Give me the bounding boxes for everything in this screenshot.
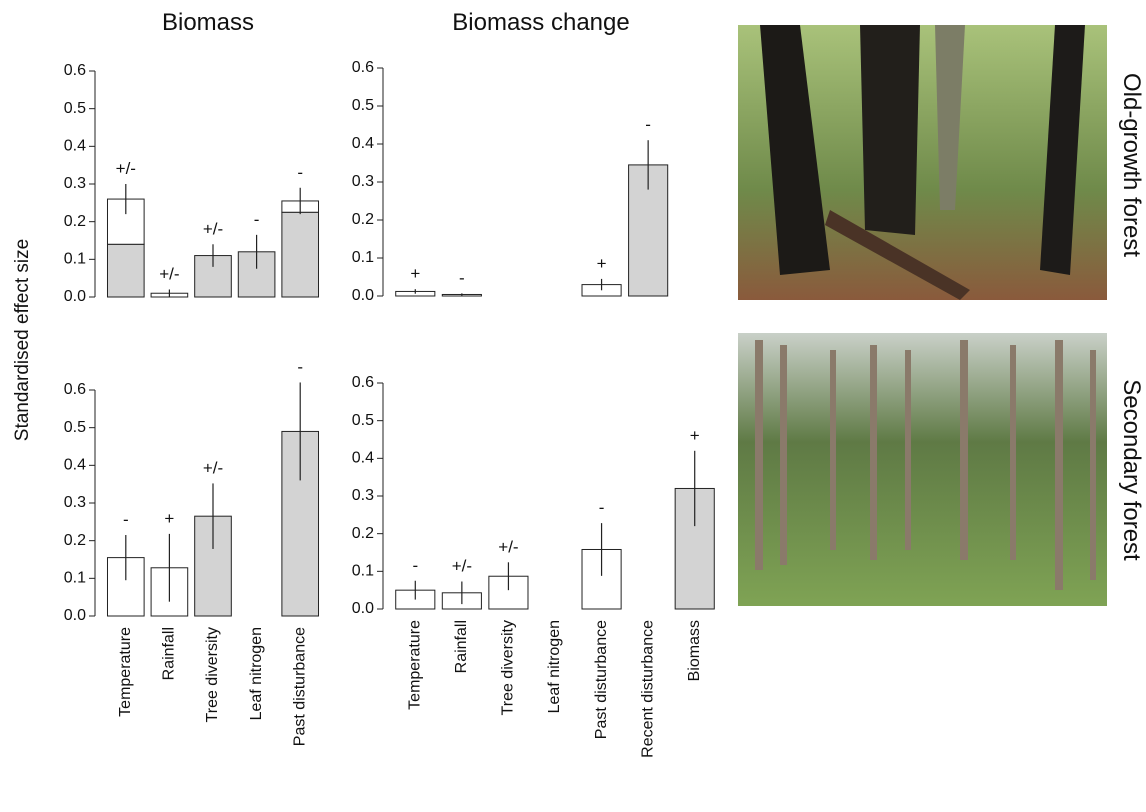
- significance-label: -: [412, 556, 418, 575]
- x-tick-label: Rainfall: [453, 620, 470, 673]
- y-tick-label: 0.5: [64, 100, 86, 117]
- y-tick-label: 0.1: [352, 249, 374, 266]
- y-tick-label: 0.3: [64, 175, 86, 192]
- significance-label: -: [599, 498, 605, 517]
- significance-label: +/-: [452, 557, 472, 576]
- y-tick-label: 0.5: [352, 97, 374, 114]
- row-label: Old-growth forest: [1118, 73, 1145, 257]
- y-tick-label: 0.6: [352, 59, 374, 76]
- x-tick-label: Past disturbance: [593, 620, 610, 739]
- y-tick-label: 0.6: [64, 381, 86, 398]
- y-tick-label: 0.0: [64, 607, 86, 624]
- significance-label: -: [297, 163, 303, 182]
- significance-label: -: [297, 357, 303, 376]
- bar: [107, 244, 144, 297]
- x-tick-label: Leaf nitrogen: [546, 620, 563, 713]
- y-tick-label: 0.3: [352, 173, 374, 190]
- significance-label: -: [123, 510, 129, 529]
- y-tick-label: 0.0: [64, 288, 86, 305]
- y-tick-label: 0.4: [64, 457, 86, 474]
- y-tick-label: 0.0: [352, 287, 374, 304]
- y-tick-label: 0.3: [352, 487, 374, 504]
- y-tick-label: 0.4: [352, 135, 374, 152]
- y-tick-label: 0.1: [352, 563, 374, 580]
- x-tick-label: Past disturbance: [291, 627, 308, 746]
- y-tick-label: 0.0: [352, 600, 374, 617]
- x-tick-label: Temperature: [117, 627, 134, 717]
- significance-label: +: [597, 254, 607, 273]
- significance-label: -: [645, 115, 651, 134]
- significance-label: +: [164, 509, 174, 528]
- bar: [282, 212, 319, 297]
- significance-label: +: [690, 426, 700, 445]
- y-tick-label: 0.1: [64, 251, 86, 268]
- y-tick-label: 0.6: [352, 374, 374, 391]
- figure: Biomass Biomass change Standardised effe…: [0, 0, 1146, 812]
- x-tick-label: Leaf nitrogen: [248, 627, 265, 720]
- y-tick-label: 0.6: [64, 62, 86, 79]
- y-tick-label: 0.2: [352, 211, 374, 228]
- significance-label: -: [459, 268, 465, 287]
- x-tick-label: Tree diversity: [500, 620, 517, 715]
- x-tick-label: Tree diversity: [204, 627, 221, 722]
- y-tick-label: 0.4: [352, 450, 374, 467]
- y-tick-label: 0.1: [64, 570, 86, 587]
- panel-title: Biomass change: [452, 9, 629, 36]
- x-tick-label: Rainfall: [161, 627, 178, 680]
- significance-label: +/-: [203, 219, 223, 238]
- significance-label: +/-: [203, 458, 223, 477]
- significance-label: +/-: [116, 159, 136, 178]
- y-axis-label: Standardised effect size: [12, 239, 33, 441]
- photo-secondary: [738, 333, 1107, 606]
- y-tick-label: 0.4: [64, 138, 86, 155]
- y-tick-label: 0.2: [352, 525, 374, 542]
- y-tick-label: 0.3: [64, 494, 86, 511]
- significance-label: +: [410, 264, 420, 283]
- x-tick-label: Biomass: [686, 620, 703, 681]
- photo-old-growth: [738, 25, 1107, 300]
- significance-label: +/-: [498, 537, 518, 556]
- y-tick-label: 0.5: [352, 412, 374, 429]
- y-tick-label: 0.5: [64, 419, 86, 436]
- row-label: Secondary forest: [1118, 379, 1145, 561]
- significance-label: -: [254, 210, 260, 229]
- panel-title: Biomass: [162, 9, 254, 36]
- y-tick-label: 0.2: [64, 532, 86, 549]
- x-tick-label: Temperature: [407, 620, 424, 710]
- significance-label: +/-: [159, 264, 179, 283]
- y-tick-label: 0.2: [64, 213, 86, 230]
- x-tick-label: Recent disturbance: [639, 620, 656, 758]
